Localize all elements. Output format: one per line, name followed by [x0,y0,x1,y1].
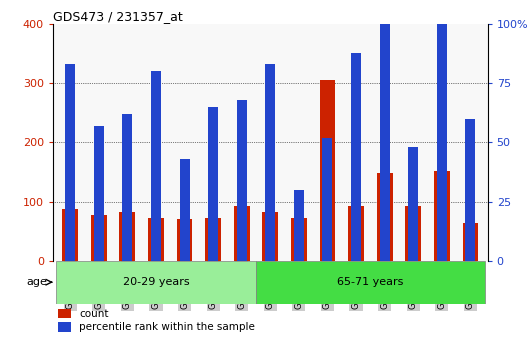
Bar [63,209,78,261]
Bar [65,65,75,261]
Bar [180,159,190,261]
Bar [408,147,418,261]
Bar [294,190,304,261]
Text: GDS473 / 231357_at: GDS473 / 231357_at [53,10,183,23]
Bar [266,65,275,261]
Bar [434,171,450,261]
Bar [122,114,132,261]
Bar [151,71,161,261]
Bar [291,218,307,261]
Bar [348,206,364,261]
Bar [262,211,278,261]
Bar [405,206,421,261]
Bar [465,119,475,261]
Bar [205,218,221,261]
Bar [91,215,107,261]
Bar [148,217,164,261]
Bar [377,173,393,261]
Text: age: age [26,277,47,287]
Bar [208,107,218,261]
Bar [94,126,104,261]
Bar [320,80,335,261]
Bar [322,138,332,261]
Bar [56,261,256,304]
Bar [463,224,478,261]
Bar [379,0,390,261]
Bar [119,211,135,261]
Bar [176,219,192,261]
Bar [234,206,250,261]
Bar [256,261,485,304]
Text: 65-71 years: 65-71 years [337,277,403,287]
Legend: count, percentile rank within the sample: count, percentile rank within the sample [58,309,255,333]
Bar [351,52,361,261]
Bar [437,0,447,261]
Text: 20-29 years: 20-29 years [122,277,189,287]
Bar [237,100,246,261]
